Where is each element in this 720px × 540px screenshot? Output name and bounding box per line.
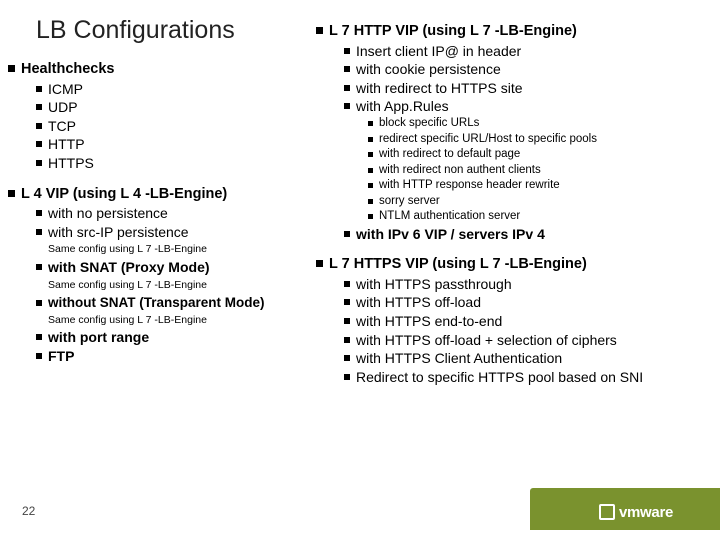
list-item: with redirect to HTTPS site xyxy=(344,79,702,98)
section-l4-vip: L 4 VIP (using L 4 -LB-Engine) with no p… xyxy=(8,185,316,366)
heading-l7-https-vip: L 7 HTTPS VIP (using L 7 -LB-Engine) xyxy=(316,255,702,275)
heading-healthchecks: Healthchecks xyxy=(8,60,316,80)
text: TCP xyxy=(48,117,76,136)
section-l7-http-vip: L 7 HTTP VIP (using L 7 -LB-Engine) Inse… xyxy=(316,22,702,243)
list-item: with cookie persistence xyxy=(344,60,702,79)
footer-accent: vmware xyxy=(530,488,720,530)
text: Insert client IP@ in header xyxy=(356,42,521,61)
list-item: UDP xyxy=(36,98,316,117)
text: with HTTP response header rewrite xyxy=(379,178,560,194)
list-item: FTP xyxy=(36,347,316,366)
note: Same config using L 7 -LB-Engine xyxy=(48,241,316,258)
list-item: with HTTPS off-load + selection of ciphe… xyxy=(344,331,702,350)
text: ICMP xyxy=(48,80,83,99)
text: NTLM authentication server xyxy=(379,209,520,225)
heading-l4-vip: L 4 VIP (using L 4 -LB-Engine) xyxy=(8,185,316,205)
list-item: HTTPS xyxy=(36,154,316,173)
list-item: with src-IP persistence xyxy=(36,223,316,242)
note: Same config using L 7 -LB-Engine xyxy=(48,312,316,329)
text: L 4 VIP (using L 4 -LB-Engine) xyxy=(21,185,227,205)
text: HTTPS xyxy=(48,154,94,173)
text: with HTTPS passthrough xyxy=(356,275,512,294)
text: with HTTPS off-load + selection of ciphe… xyxy=(356,331,617,350)
list-item: with App.Rules xyxy=(344,97,702,116)
text: L 7 HTTP VIP (using L 7 -LB-Engine) xyxy=(329,22,577,42)
list-item: HTTP xyxy=(36,135,316,154)
list-item: Insert client IP@ in header xyxy=(344,42,702,61)
list-item: with HTTPS off-load xyxy=(344,293,702,312)
sub-item: block specific URLs xyxy=(368,116,702,132)
list-item: TCP xyxy=(36,117,316,136)
list-item: with port range xyxy=(36,328,316,347)
text: with cookie persistence xyxy=(356,60,501,79)
text: UDP xyxy=(48,98,78,117)
text: redirect specific URL/Host to specific p… xyxy=(379,132,597,148)
slide: LB Configurations Healthchecks ICMP UDP … xyxy=(0,0,720,540)
list-item: without SNAT (Transparent Mode) xyxy=(36,294,316,312)
text: with redirect to default page xyxy=(379,147,520,163)
sub-item: with redirect non authent clients xyxy=(368,163,702,179)
text: HTTP xyxy=(48,135,85,154)
content-columns: Healthchecks ICMP UDP TCP HTTP HTTPS L 4… xyxy=(8,20,710,389)
heading-l7-http-vip: L 7 HTTP VIP (using L 7 -LB-Engine) xyxy=(316,22,702,42)
page-number: 22 xyxy=(22,504,35,518)
text: with no persistence xyxy=(48,204,168,223)
text: Redirect to specific HTTPS pool based on… xyxy=(356,368,643,387)
logo-text: vmware xyxy=(619,504,673,521)
text: with HTTPS off-load xyxy=(356,293,481,312)
note: Same config using L 7 -LB-Engine xyxy=(48,277,316,294)
text: block specific URLs xyxy=(379,116,479,132)
text: with redirect non authent clients xyxy=(379,163,541,179)
text: with SNAT (Proxy Mode) xyxy=(48,258,210,277)
section-l7-https-vip: L 7 HTTPS VIP (using L 7 -LB-Engine) wit… xyxy=(316,255,702,386)
text: L 7 HTTPS VIP (using L 7 -LB-Engine) xyxy=(329,255,587,275)
right-column: L 7 HTTP VIP (using L 7 -LB-Engine) Inse… xyxy=(316,20,702,389)
sub-item: with HTTP response header rewrite xyxy=(368,178,702,194)
text: FTP xyxy=(48,347,74,366)
sub-item: sorry server xyxy=(368,194,702,210)
text: with src-IP persistence xyxy=(48,223,189,242)
section-healthchecks: Healthchecks ICMP UDP TCP HTTP HTTPS xyxy=(8,60,316,173)
list-item: with IPv 6 VIP / servers IPv 4 xyxy=(344,225,702,244)
footer: 22 vmware xyxy=(0,496,720,530)
text: with redirect to HTTPS site xyxy=(356,79,523,98)
text: with App.Rules xyxy=(356,97,449,116)
text: Healthchecks xyxy=(21,60,115,80)
list-item: Redirect to specific HTTPS pool based on… xyxy=(344,368,702,387)
text: with IPv 6 VIP / servers IPv 4 xyxy=(356,225,545,244)
list-item: with no persistence xyxy=(36,204,316,223)
list-item: with HTTPS passthrough xyxy=(344,275,702,294)
list-item: with HTTPS end-to-end xyxy=(344,312,702,331)
list-item: with HTTPS Client Authentication xyxy=(344,349,702,368)
text: with port range xyxy=(48,328,149,347)
sub-item: redirect specific URL/Host to specific p… xyxy=(368,132,702,148)
list-item: ICMP xyxy=(36,80,316,99)
text: with HTTPS end-to-end xyxy=(356,312,502,331)
sub-item: NTLM authentication server xyxy=(368,209,702,225)
left-column: Healthchecks ICMP UDP TCP HTTP HTTPS L 4… xyxy=(8,20,316,389)
sub-item: with redirect to default page xyxy=(368,147,702,163)
text: with HTTPS Client Authentication xyxy=(356,349,562,368)
text: without SNAT (Transparent Mode) xyxy=(48,294,265,312)
text: sorry server xyxy=(379,194,440,210)
logo-box-icon xyxy=(599,504,615,520)
vmware-logo: vmware xyxy=(552,494,720,530)
list-item: with SNAT (Proxy Mode) xyxy=(36,258,316,277)
